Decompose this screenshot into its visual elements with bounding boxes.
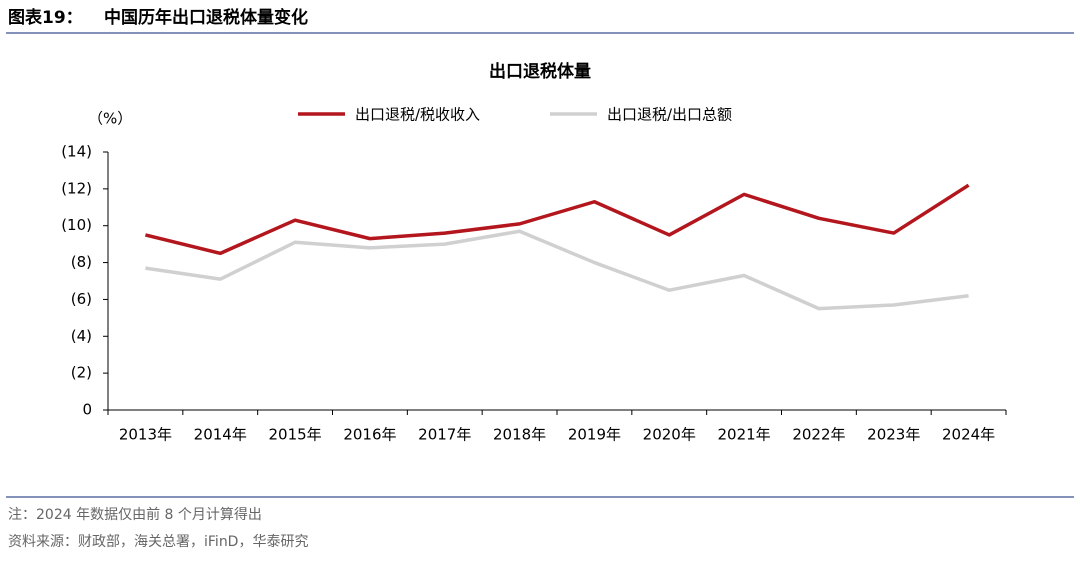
y-axis-label: （%）	[88, 110, 132, 128]
y-tick-label: 0	[82, 401, 92, 419]
figure-label: 图表19：	[8, 7, 83, 28]
x-tick-label: 2023年	[867, 426, 920, 444]
series-line	[144, 183, 970, 256]
y-tick-label: (8)	[71, 253, 92, 271]
legend-label: 出口退税/出口总额	[607, 106, 732, 124]
note: 注：2024 年数据仅由前 8 个月计算得出	[8, 506, 262, 523]
x-tick-label: 2015年	[268, 426, 321, 444]
y-tick-label: (10)	[61, 216, 92, 234]
figure-title: 中国历年出口退税体量变化	[104, 7, 308, 28]
y-tick-label: (4)	[71, 327, 92, 345]
x-tick-label: 2016年	[343, 426, 396, 444]
x-tick-label: 2017年	[418, 426, 471, 444]
x-tick-label: 2018年	[493, 426, 546, 444]
x-tick-label: 2013年	[119, 426, 172, 444]
chart-title: 出口退税体量	[489, 61, 591, 82]
x-tick-label: 2022年	[792, 426, 845, 444]
legend-label: 出口退税/税收收入	[355, 106, 480, 124]
x-tick-label: 2020年	[643, 426, 696, 444]
y-tick-label: (12)	[61, 179, 92, 197]
x-tick-label: 2021年	[717, 426, 770, 444]
x-tick-label: 2019年	[568, 426, 621, 444]
source: 资料来源：财政部，海关总署，iFinD，华泰研究	[8, 534, 308, 550]
y-tick-label: (14)	[61, 143, 92, 161]
y-tick-label: (2)	[71, 364, 92, 382]
series-line	[145, 229, 969, 311]
y-tick-label: (6)	[71, 290, 92, 308]
x-tick-label: 2014年	[194, 426, 247, 444]
x-tick-label: 2024年	[942, 426, 995, 444]
